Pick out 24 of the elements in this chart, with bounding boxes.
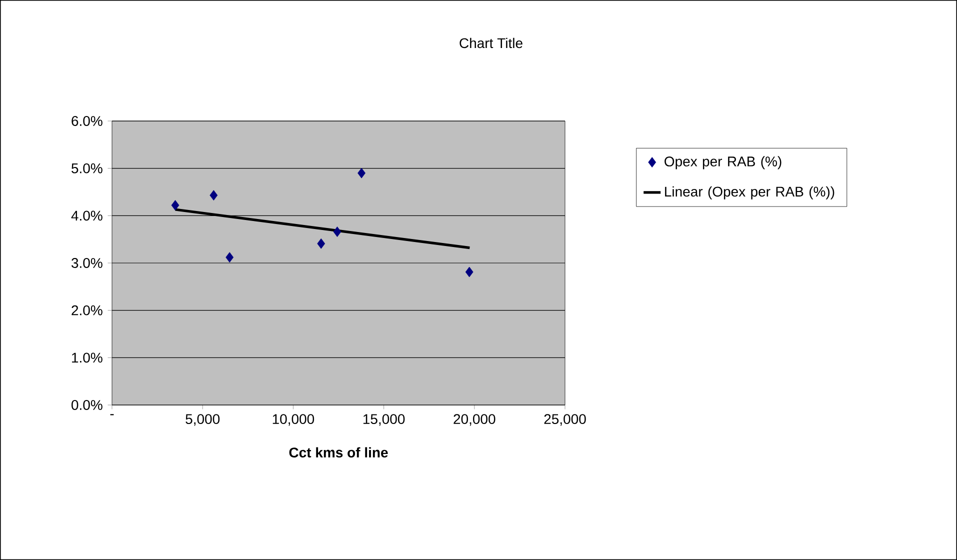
- x-tick-label: 5,000: [186, 414, 220, 426]
- x-tick-label: 10,000: [272, 414, 314, 426]
- y-tick-label: 5.0%: [72, 163, 102, 174]
- legend-label: Linear (Opex per RAB (%)): [665, 186, 834, 200]
- chart-title: Chart Title: [460, 38, 522, 48]
- point: [171, 200, 180, 210]
- legend-label: Opex per RAB (%): [664, 156, 782, 170]
- y-tick-label: 3.0%: [72, 258, 102, 268]
- x-tick-label: 20,000: [454, 414, 496, 426]
- point: [317, 238, 326, 249]
- x-tick-label: 25,000: [544, 414, 586, 426]
- point: [358, 168, 366, 178]
- point: [226, 252, 234, 263]
- x-tick-label: 15,000: [363, 414, 405, 426]
- y-tick-label: 2.0%: [72, 305, 102, 316]
- point: [465, 266, 474, 278]
- x-axis-title: Cct kms of line: [289, 447, 388, 458]
- y-tick-label: 0.0%: [72, 400, 102, 410]
- y-tick-label: 6.0%: [72, 116, 102, 126]
- point: [333, 226, 342, 237]
- y-tick-label: 4.0%: [71, 210, 102, 221]
- y-tick-label: 1.0%: [72, 352, 102, 363]
- x-tick-label: -: [110, 414, 114, 416]
- point: [210, 190, 218, 201]
